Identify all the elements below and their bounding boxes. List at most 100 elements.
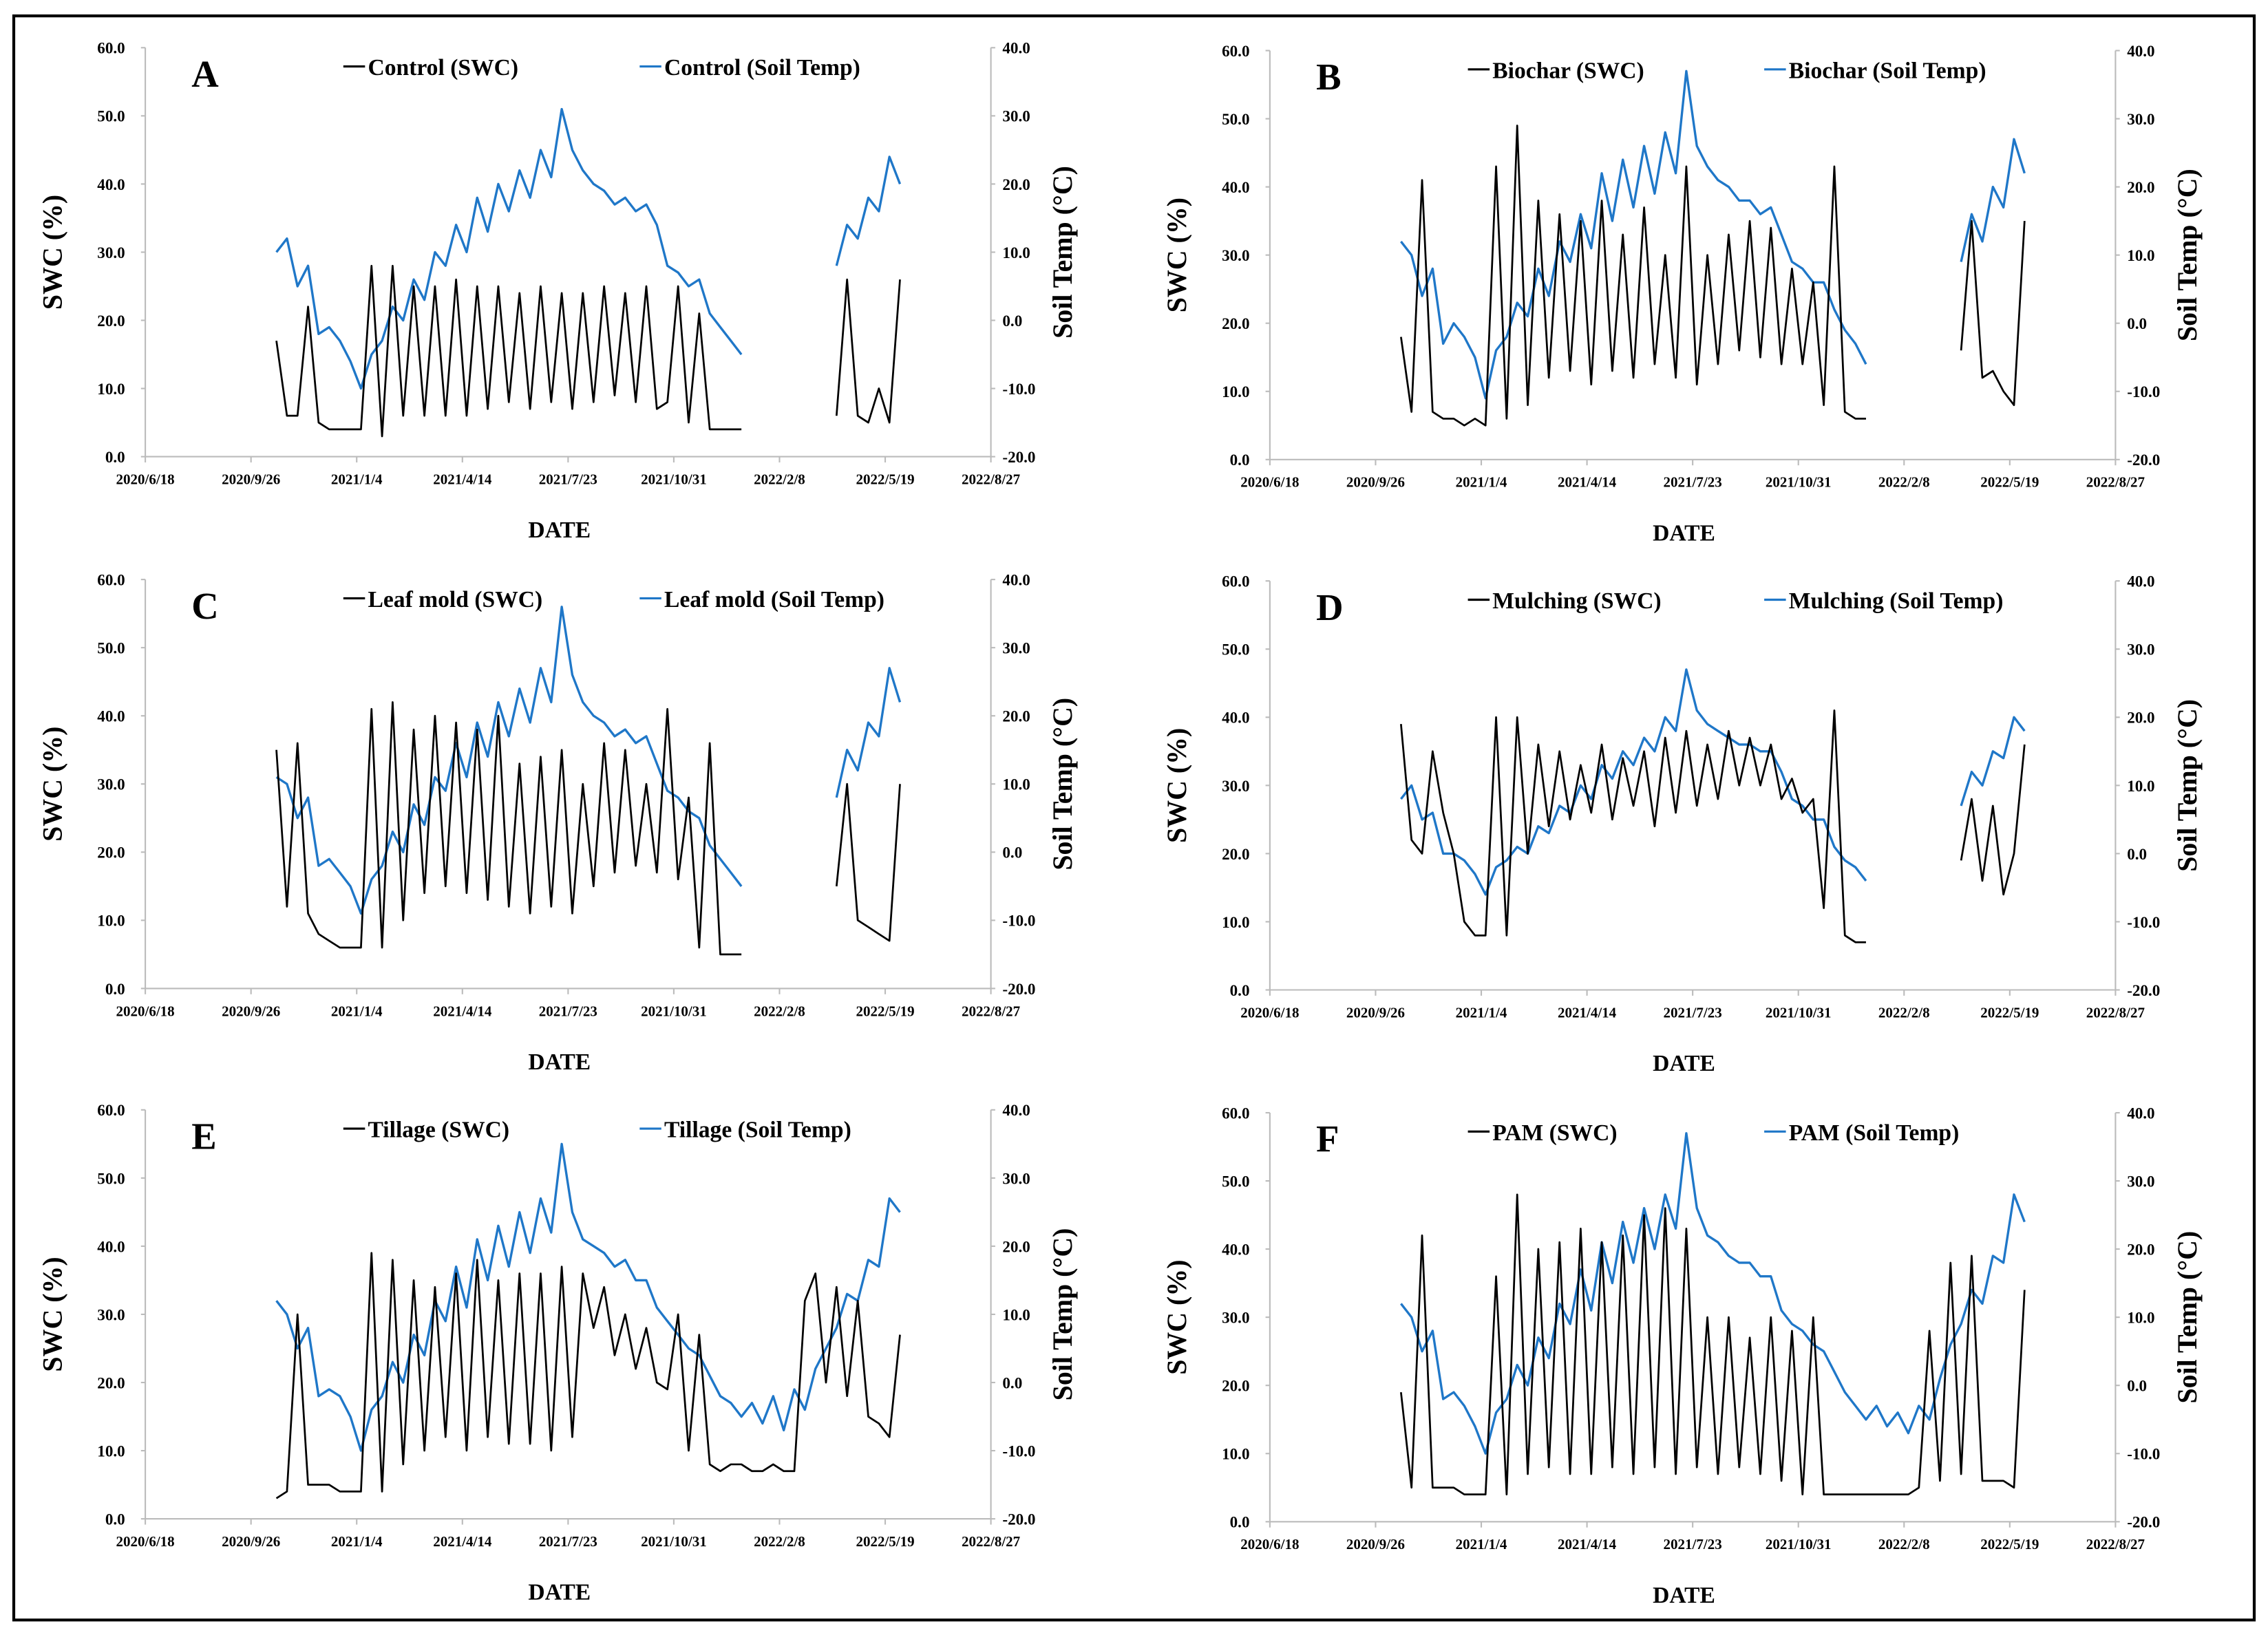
x-tick-label: 2020/9/26: [1346, 1004, 1405, 1021]
panel-label: F: [1316, 1118, 1339, 1160]
x-tick-label: 2022/2/8: [754, 1003, 805, 1019]
y-axis-title: SWC (%): [1161, 1260, 1192, 1375]
left-y-tick-label: 60.0: [1222, 42, 1249, 60]
y2-axis-title: Soil Temp (°C): [2172, 169, 2203, 341]
soil-temp-series-line: [275, 1142, 901, 1452]
right-y-tick-label: 40.0: [2127, 42, 2154, 60]
x-tick-label: 2021/4/14: [1558, 474, 1617, 491]
x-tick-label: 2021/4/14: [433, 1533, 492, 1550]
legend-temp-label: Tillage (Soil Temp): [664, 1118, 851, 1143]
x-tick-label: 2020/9/26: [222, 1003, 280, 1019]
left-y-tick-label: 20.0: [97, 312, 125, 330]
left-y-tick-label: 50.0: [97, 1169, 125, 1187]
right-y-tick-label: 20.0: [1002, 175, 1030, 193]
left-y-tick-label: 60.0: [97, 1101, 125, 1119]
x-tick-label: 2022/5/19: [1980, 1004, 2039, 1021]
left-y-tick-label: 40.0: [97, 1237, 125, 1255]
soil-temp-series-line: [1400, 1132, 2026, 1455]
left-y-tick-label: 30.0: [1222, 246, 1249, 264]
left-y-tick-label: 40.0: [1222, 709, 1249, 727]
right-y-tick-label: 0.0: [1002, 312, 1022, 330]
right-y-tick-label: 30.0: [1002, 107, 1030, 125]
x-axis-title: DATE: [1653, 520, 1715, 546]
right-y-tick-label: 0.0: [1002, 1374, 1022, 1391]
legend-swc-label: Tillage (SWC): [368, 1118, 510, 1143]
legend-temp-label: PAM (Soil Temp): [1789, 1120, 1960, 1146]
left-y-tick-label: 50.0: [97, 639, 125, 657]
right-y-tick-label: 40.0: [1002, 1101, 1030, 1119]
left-y-tick-label: 50.0: [1222, 110, 1249, 128]
legend-temp-label: Leaf mold (Soil Temp): [664, 587, 884, 612]
y2-axis-title: Soil Temp (°C): [2172, 1231, 2203, 1404]
left-y-tick-label: 20.0: [97, 844, 125, 862]
y2-axis-title: Soil Temp (°C): [1047, 1228, 1078, 1401]
x-tick-label: 2021/4/14: [433, 1003, 492, 1019]
left-y-tick-label: 40.0: [1222, 1241, 1249, 1259]
right-y-tick-label: 30.0: [2127, 641, 2154, 659]
soil-temp-series-line: [275, 107, 902, 390]
swc-series-line: [1400, 709, 2026, 943]
swc-series-line: [1400, 1193, 2026, 1495]
panel-label: D: [1316, 586, 1343, 628]
left-y-tick-label: 40.0: [1222, 178, 1249, 196]
legend-swc-label: Mulching (SWC): [1492, 588, 1661, 614]
left-y-tick-label: 10.0: [1222, 1445, 1249, 1463]
right-y-tick-label: 20.0: [1002, 1237, 1030, 1255]
swc-series-line: [275, 701, 901, 956]
y2-axis-title: Soil Temp (°C): [2172, 699, 2203, 872]
right-y-tick-label: -10.0: [2127, 913, 2160, 931]
left-y-tick-label: 30.0: [97, 244, 125, 262]
panel-C: 0.0 10.0 20.0 30.0 40.0 50.0 60.0 -20.0 -10.0 0.0…: [36, 571, 1078, 1076]
right-y-tick-label: -20.0: [1002, 1511, 1035, 1528]
x-tick-label: 2021/10/31: [1766, 1536, 1832, 1552]
x-tick-label: 2021/1/4: [1456, 474, 1507, 491]
y-axis-title: SWC (%): [1161, 728, 1192, 843]
x-tick-label: 2021/10/31: [641, 1003, 707, 1019]
right-y-tick-label: 20.0: [1002, 707, 1030, 725]
right-y-tick-label: -10.0: [2127, 1445, 2160, 1463]
right-y-tick-label: -20.0: [2127, 981, 2160, 999]
right-y-tick-label: -10.0: [1002, 912, 1035, 930]
panel-A: 0.0 10.0 20.0 30.0 40.0 50.0 60.0 -20.0 -10.0 0.0…: [36, 39, 1078, 544]
x-axis-title: DATE: [528, 517, 591, 543]
left-y-tick-label: 10.0: [97, 1442, 125, 1460]
left-y-tick-label: 60.0: [97, 39, 125, 57]
x-tick-label: 2021/1/4: [331, 1003, 383, 1019]
right-y-tick-label: 30.0: [2127, 110, 2154, 128]
left-y-tick-label: 40.0: [97, 707, 125, 725]
soil-temp-series-line: [1400, 70, 2026, 400]
x-tick-label: 2020/9/26: [222, 471, 280, 487]
x-tick-label: 2022/2/8: [1878, 474, 1930, 491]
x-tick-label: 2021/10/31: [641, 1533, 707, 1550]
x-tick-label: 2021/1/4: [1456, 1004, 1507, 1021]
y2-axis-title: Soil Temp (°C): [1047, 698, 1078, 871]
x-tick-label: 2020/6/18: [116, 471, 175, 487]
legend-temp-label: Biochar (Soil Temp): [1789, 58, 1986, 83]
left-y-tick-label: 0.0: [105, 448, 125, 466]
right-y-tick-label: 40.0: [2127, 1104, 2154, 1122]
right-y-tick-label: -10.0: [1002, 380, 1035, 398]
x-tick-label: 2021/7/23: [1664, 1004, 1722, 1021]
x-tick-label: 2022/5/19: [856, 1003, 914, 1019]
soil-temp-series-line: [275, 606, 902, 915]
x-tick-label: 2021/7/23: [539, 1533, 597, 1550]
x-tick-label: 2021/4/14: [433, 471, 492, 487]
left-y-tick-label: 60.0: [1222, 573, 1249, 590]
legend-swc-label: Leaf mold (SWC): [368, 587, 543, 612]
x-tick-label: 2021/1/4: [331, 471, 383, 487]
x-tick-label: 2022/2/8: [1878, 1536, 1930, 1552]
left-y-tick-label: 30.0: [97, 1305, 125, 1323]
right-y-tick-label: -10.0: [1002, 1442, 1035, 1460]
left-y-tick-label: 0.0: [1230, 1513, 1250, 1531]
legend-swc-label: PAM (SWC): [1492, 1120, 1617, 1146]
x-tick-label: 2021/7/23: [1664, 1536, 1722, 1552]
right-y-tick-label: 40.0: [1002, 571, 1030, 589]
x-tick-label: 2022/5/19: [856, 471, 914, 487]
x-tick-label: 2022/2/8: [754, 471, 805, 487]
right-y-tick-label: 0.0: [2127, 1377, 2147, 1395]
x-axis-title: DATE: [1653, 1583, 1715, 1608]
x-tick-label: 2020/6/18: [116, 1003, 175, 1019]
y2-axis-title: Soil Temp (°C): [1047, 166, 1078, 339]
right-y-tick-label: 10.0: [2127, 1309, 2154, 1327]
x-tick-label: 2020/6/18: [1240, 474, 1299, 491]
